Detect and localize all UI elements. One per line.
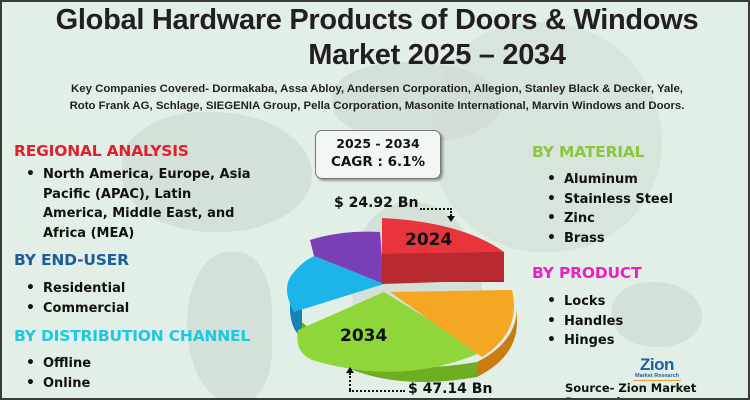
list-item: Locks (545, 292, 623, 312)
slice-blue (287, 256, 384, 312)
cagr-period: 2025 - 2034 (336, 136, 420, 151)
product-list: Locks Handles Hinges (545, 292, 623, 351)
slice-purple (310, 231, 384, 284)
end-user-heading: BY END-USER (14, 251, 129, 269)
leader-line-2024 (420, 208, 452, 210)
list-item: Offline (24, 354, 91, 374)
page-title-line1: Global Hardware Products of Doors & Wind… (55, 4, 699, 36)
list-item: Zinc (545, 209, 673, 229)
distribution-channel-heading: BY DISTRIBUTION CHANNEL (14, 327, 251, 345)
by-product-heading: BY PRODUCT (532, 264, 642, 282)
zion-logo: Zion Market Research (633, 356, 681, 382)
slice-red (382, 218, 504, 254)
regional-analysis-heading: REGIONAL ANALYSIS (14, 142, 189, 160)
arrow-down-icon (447, 216, 455, 222)
list-item: Commercial (24, 299, 129, 319)
map-south-america (187, 252, 272, 398)
material-list: Aluminum Stainless Steel Zinc Brass (545, 170, 673, 248)
list-item: North America, Europe, Asia Pacific (APA… (24, 165, 259, 243)
logo-sub-text: Market Research (633, 373, 681, 381)
pie-label-2024: 2024 (405, 230, 453, 250)
by-material-heading: BY MATERIAL (532, 143, 645, 161)
distribution-list: Offline Online (24, 354, 91, 393)
value-2024-label: $ 24.92 Bn (334, 195, 419, 211)
leader-line-2034-v (349, 373, 351, 390)
end-user-list: Residential Commercial (24, 279, 129, 318)
value-2034-label: $ 47.14 Bn (408, 381, 493, 397)
list-item: Handles (545, 312, 623, 332)
pie-chart (287, 218, 517, 382)
arrow-up-icon (346, 367, 354, 373)
list-item: Online (24, 374, 91, 394)
source-label: Source- Zion Market Research (565, 381, 697, 398)
pie-label-2034: 2034 (340, 326, 388, 346)
key-companies-line2: Roto Frank AG, Schlage, SIEGENIA Group, … (69, 100, 685, 112)
key-companies-line1: Key Companies Covered- Dormakaba, Assa A… (71, 83, 683, 95)
cagr-box: 2025 - 2034 CAGR : 6.1% (315, 130, 441, 179)
slice-green (297, 292, 482, 372)
list-item: Brass (545, 229, 673, 249)
map-australia (612, 282, 702, 347)
list-item: Hinges (545, 331, 623, 351)
leader-line-2034 (349, 390, 405, 392)
cagr-value: CAGR : 6.1% (330, 154, 426, 170)
page-title-line2: Market 2025 – 2034 (308, 39, 566, 71)
logo-main-text: Zion (640, 355, 674, 374)
leader-line-2024-v (450, 208, 452, 216)
slice-red-front (382, 252, 504, 284)
list-item: Aluminum (545, 170, 673, 190)
list-item: Stainless Steel (545, 190, 673, 210)
list-item: Residential (24, 279, 129, 299)
slice-orange (390, 290, 514, 357)
regional-list: North America, Europe, Asia Pacific (APA… (24, 165, 259, 243)
slice-orange-side (477, 307, 517, 377)
